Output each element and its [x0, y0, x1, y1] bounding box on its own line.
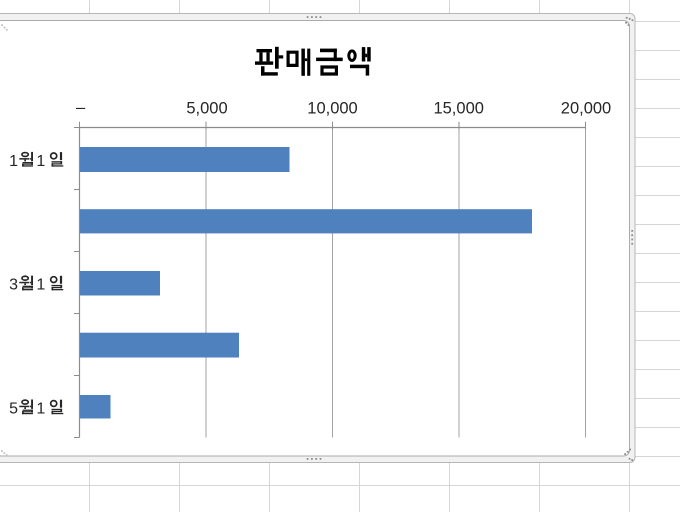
svg-text:5,000: 5,000: [186, 100, 227, 118]
svg-text:1: 1: [36, 401, 45, 418]
svg-text:1: 1: [9, 153, 18, 170]
svg-text:5: 5: [9, 401, 18, 418]
svg-text:3: 3: [9, 277, 18, 294]
svg-text:20,000: 20,000: [561, 100, 611, 118]
svg-text:1: 1: [36, 277, 45, 294]
svg-text:1: 1: [36, 153, 45, 170]
svg-text:–: –: [76, 99, 86, 117]
svg-text:15,000: 15,000: [433, 100, 483, 118]
svg-text:10,000: 10,000: [307, 100, 357, 118]
